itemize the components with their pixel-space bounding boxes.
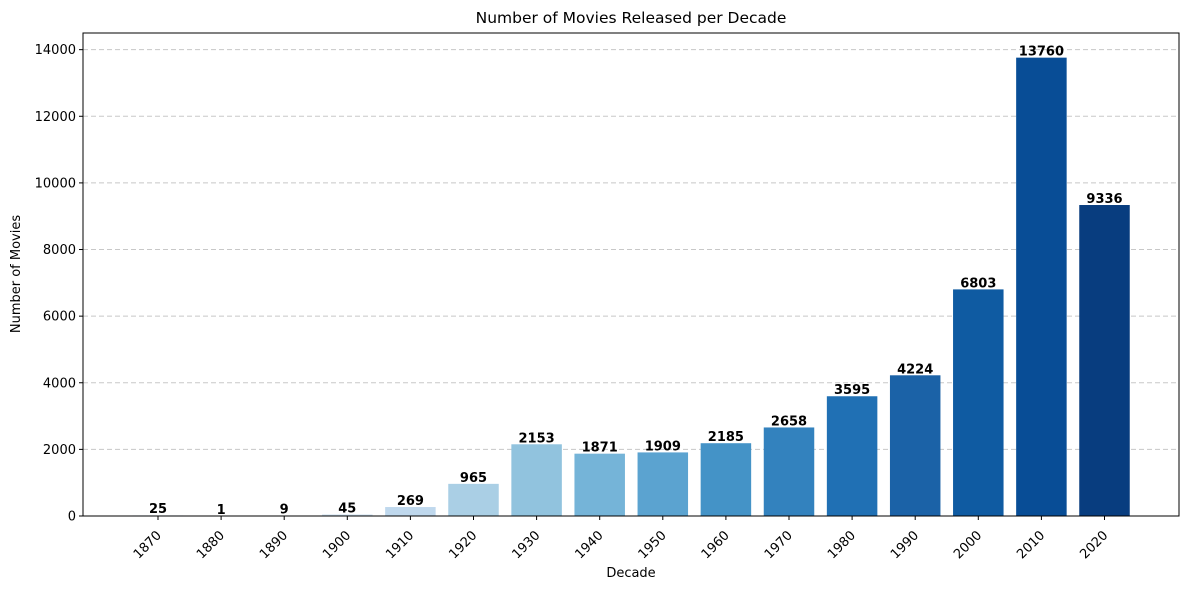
bar [763, 427, 815, 516]
bar [826, 396, 878, 516]
data-label: 2658 [771, 414, 807, 429]
y-tick-label: 0 [68, 510, 76, 525]
data-label: 965 [460, 471, 487, 486]
bars [132, 57, 1130, 517]
x-axis-label: Decade [606, 566, 655, 581]
data-label: 2153 [519, 431, 555, 446]
x-tick-label: 1990 [888, 528, 922, 562]
bar [700, 443, 752, 516]
y-tick-label: 14000 [35, 43, 76, 58]
data-label: 9336 [1086, 192, 1122, 207]
y-tick-label: 12000 [35, 110, 76, 125]
y-axis: 0 2000 4000 6000 8000 10000 12000 14000 [35, 43, 83, 525]
data-label: 45 [338, 502, 356, 517]
x-tick-label: 1980 [825, 528, 859, 562]
y-tick-label: 10000 [35, 176, 76, 191]
x-tick-label: 1930 [509, 528, 543, 562]
data-label: 25 [149, 502, 167, 517]
bar [889, 375, 941, 516]
x-tick-label: 1920 [446, 528, 480, 562]
y-tick-label: 4000 [43, 376, 76, 391]
data-label: 6803 [960, 276, 996, 291]
grid-lines [83, 49, 1179, 450]
data-label: 13760 [1019, 45, 1064, 60]
x-tick-label: 2010 [1014, 528, 1048, 562]
bar [448, 483, 499, 516]
plot-frame [82, 32, 1180, 517]
x-tick-label: 1970 [762, 528, 796, 562]
x-axis: 1870 1880 1890 1900 1910 1920 1930 1940 1950 1960… [131, 516, 1111, 562]
x-tick-label: 1950 [636, 528, 670, 562]
x-tick-label: 1870 [131, 528, 165, 562]
bar [637, 452, 689, 516]
y-axis-label: Number of Movies [9, 215, 24, 333]
data-label: 2185 [708, 430, 744, 445]
data-label: 3595 [834, 383, 870, 398]
data-label: 1871 [582, 441, 618, 456]
data-label: 9 [280, 503, 289, 518]
data-labels: 25 1 9 45 269 965 2153 1871 1909 2185 2658 3595 4224… [149, 45, 1123, 518]
bar [322, 514, 373, 516]
x-tick-label: 1910 [383, 528, 417, 562]
bar [385, 507, 436, 516]
y-tick-label: 8000 [43, 243, 76, 258]
y-tick-label: 2000 [43, 443, 76, 458]
bar [1016, 57, 1067, 516]
data-label: 4224 [897, 362, 933, 377]
bar [953, 289, 1004, 516]
x-tick-label: 1900 [320, 528, 354, 562]
bar [511, 444, 562, 516]
y-tick-label: 6000 [43, 310, 76, 325]
bar [574, 453, 625, 516]
x-tick-label: 2020 [1077, 528, 1111, 562]
bar [1079, 205, 1130, 516]
data-label: 1 [217, 503, 226, 518]
data-label: 1909 [645, 439, 681, 454]
x-tick-label: 1960 [699, 528, 733, 562]
x-tick-label: 1890 [257, 528, 291, 562]
chart-title: Number of Movies Released per Decade [476, 9, 787, 27]
x-tick-label: 1880 [194, 528, 228, 562]
x-tick-label: 1940 [573, 528, 607, 562]
x-tick-label: 2000 [951, 528, 985, 562]
data-label: 269 [397, 494, 424, 509]
